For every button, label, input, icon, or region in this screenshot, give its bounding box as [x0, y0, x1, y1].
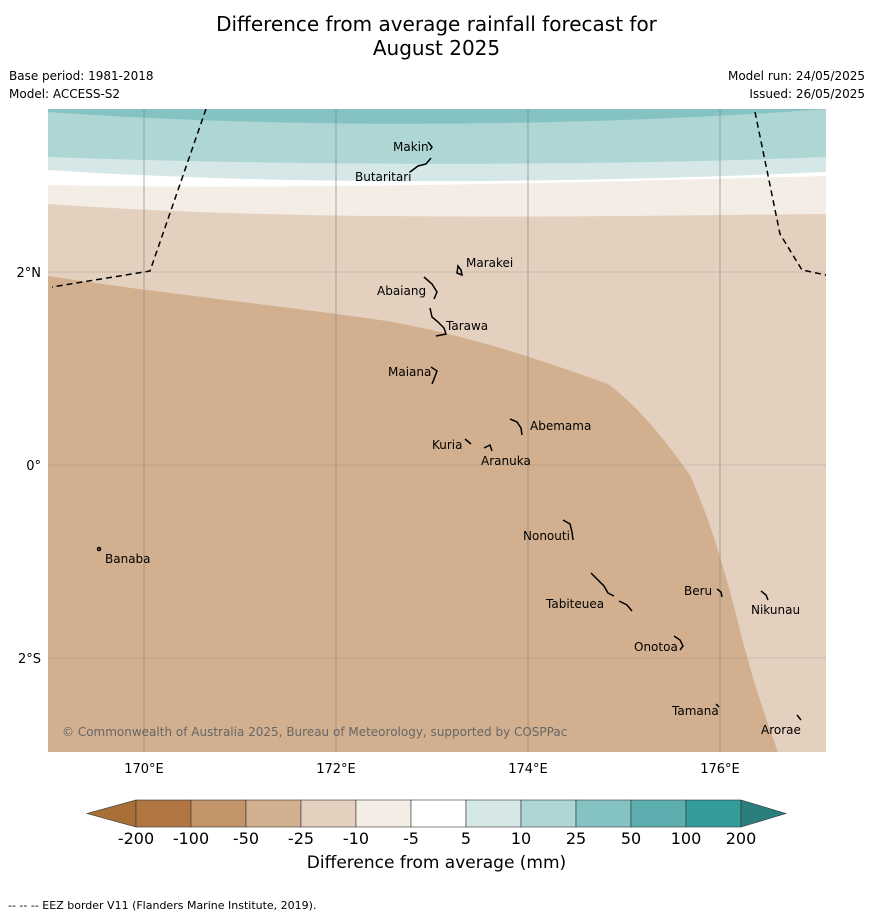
- colorbar-segment: [520, 799, 577, 828]
- colorbar-segment: [190, 799, 247, 828]
- colorbar-tick-label: -25: [287, 829, 315, 848]
- colorbar-segment: [245, 799, 302, 828]
- copyright-notice: © Commonwealth of Australia 2025, Bureau…: [62, 725, 567, 739]
- issued-date: Issued: 26/05/2025: [749, 87, 865, 101]
- eez-border-east: [754, 111, 826, 276]
- island-banaba-outline: [96, 546, 102, 552]
- lat-tick-2n: 2°N: [17, 266, 42, 281]
- colorbar-segment: [410, 799, 467, 828]
- colorbar-segment: [685, 799, 742, 828]
- colorbar-arrow-high: [740, 799, 788, 828]
- footer-note: -- -- -- EEZ border V11 (Flanders Marine…: [8, 899, 317, 912]
- lon-tick-172e: 172°E: [316, 762, 356, 777]
- colorbar-segment: [465, 799, 522, 828]
- colorbar-tick-label: 100: [670, 829, 702, 848]
- axis-labels: 170°E 172°E 174°E 176°E 2°N 0° 2°S: [17, 266, 740, 777]
- island-label-abaiang: Abaiang: [377, 284, 426, 298]
- colorbar-tick-label: 200: [725, 829, 757, 848]
- chart-title: Difference from average rainfall forecas…: [0, 12, 873, 60]
- colorbar-tick-label: 5: [460, 829, 472, 848]
- island-butaritari-outline: [409, 157, 432, 173]
- model-run: Model run: 24/05/2025: [727, 69, 865, 83]
- island-label-tabiteuea: Tabiteuea: [545, 597, 604, 611]
- island-kuria-outline: [464, 438, 472, 445]
- colorbar-tick-label: -200: [117, 829, 155, 848]
- island-label-nonouti: Nonouti: [523, 529, 570, 543]
- island-tabiteuea-south-outline: [618, 600, 633, 612]
- island-nikunau-outline: [760, 590, 769, 601]
- island-label-makin: Makin: [393, 140, 429, 154]
- island-label-tamana: Tamana: [671, 704, 719, 718]
- island-beru-outline: [716, 588, 723, 598]
- colorbar-tick-label: -5: [403, 829, 419, 848]
- zone-plus-25-to-50: [48, 109, 826, 124]
- island-label-banaba: Banaba: [105, 552, 151, 566]
- island-abaiang-outline: [423, 276, 438, 300]
- meta-right: Model run: 24/05/2025 Issued: 26/05/2025: [728, 67, 865, 103]
- colorbar-tick-label: 10: [510, 829, 532, 848]
- island-labels: Makin Butaritari Marakei Abaiang Tarawa …: [105, 140, 801, 737]
- island-label-nikunau: Nikunau: [751, 603, 800, 617]
- island-label-kuria: Kuria: [432, 438, 463, 452]
- colorbar-tick-label: -50: [232, 829, 260, 848]
- island-tamana-outline: [715, 703, 720, 708]
- colorbar-tick-label: -10: [342, 829, 370, 848]
- colorbar-tick-label: -100: [172, 829, 210, 848]
- title-line-2: August 2025: [372, 36, 501, 60]
- island-label-abemama: Abemama: [530, 419, 591, 433]
- lat-tick-equator: 0°: [26, 459, 41, 474]
- lat-tick-2s: 2°S: [18, 652, 41, 667]
- island-maiana-outline: [430, 366, 438, 385]
- island-makin-outline: [427, 141, 433, 151]
- colorbar-segment: [355, 799, 412, 828]
- colorbar-title: Difference from average (mm): [306, 853, 567, 873]
- colorbar-segment: [300, 799, 357, 828]
- island-label-marakei: Marakei: [466, 256, 513, 270]
- island-marakei-outline: [456, 264, 464, 277]
- island-arorae-outline: [796, 714, 802, 721]
- island-label-tarawa: Tarawa: [445, 319, 488, 333]
- colorbar-tick-label: 50: [620, 829, 642, 848]
- colorbar-arrow-low: [85, 799, 137, 828]
- island-nonouti-outline: [562, 519, 574, 541]
- island-label-beru: Beru: [684, 584, 712, 598]
- island-outlines: [96, 141, 802, 721]
- island-tarawa-outline: [429, 307, 447, 337]
- map-panel: Makin Butaritari Marakei Abaiang Tarawa …: [48, 109, 826, 752]
- island-label-maiana: Maiana: [388, 365, 431, 379]
- island-onotoa-outline: [673, 635, 684, 651]
- lon-tick-176e: 176°E: [700, 762, 740, 777]
- island-aranuka-outline: [483, 443, 493, 452]
- colorbar-tick-label: 25: [565, 829, 587, 848]
- island-label-onotoa: Onotoa: [634, 640, 678, 654]
- colorbar: [85, 799, 788, 828]
- gridlines: [48, 109, 826, 752]
- meta-left: Base period: 1981-2018 Model: ACCESS-S2: [9, 67, 154, 103]
- eez-borders: [51, 109, 826, 288]
- lon-tick-170e: 170°E: [124, 762, 164, 777]
- eez-border-west: [51, 109, 207, 288]
- colorbar-segment: [135, 799, 192, 828]
- zone-plus-10-to-25: [48, 109, 826, 164]
- island-label-arorae: Arorae: [761, 723, 801, 737]
- zone-minus-25-to-50: [48, 276, 778, 752]
- base-period: Base period: 1981-2018: [9, 69, 154, 83]
- island-label-aranuka: Aranuka: [481, 454, 531, 468]
- island-abemama-outline: [509, 418, 523, 436]
- lon-tick-174e: 174°E: [508, 762, 548, 777]
- island-tabiteuea-north-outline: [590, 572, 615, 597]
- colorbar-segment: [575, 799, 632, 828]
- title-line-1: Difference from average rainfall forecas…: [216, 12, 657, 36]
- island-label-butaritari: Butaritari: [355, 170, 412, 184]
- colorbar-segment: [630, 799, 687, 828]
- model-name: Model: ACCESS-S2: [9, 87, 121, 101]
